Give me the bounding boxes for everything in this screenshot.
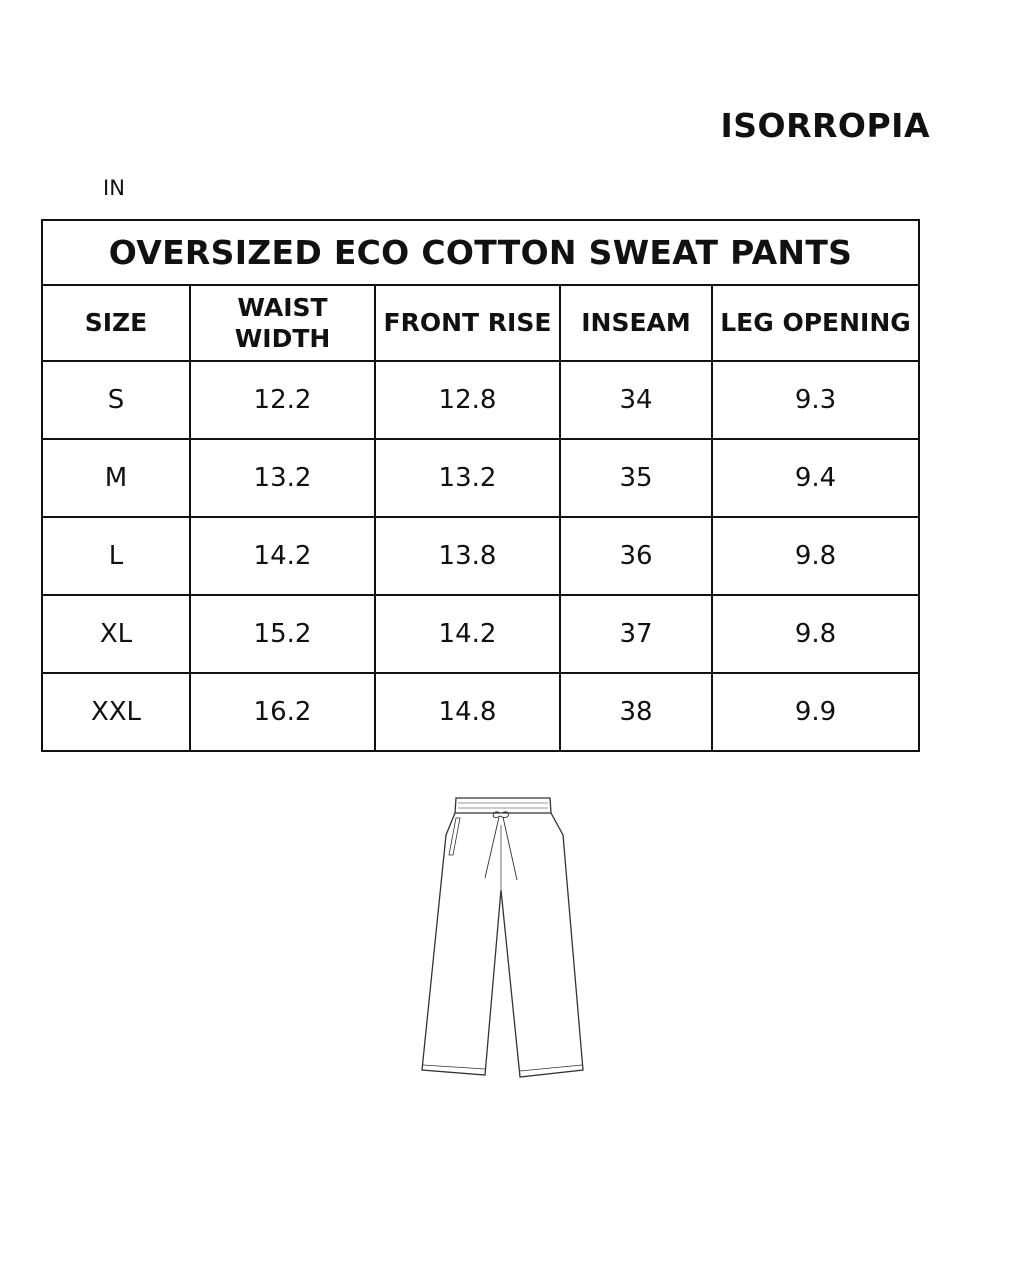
cell-inseam: 37 — [561, 596, 713, 672]
brand-name: ISORROPIA — [720, 106, 930, 145]
size-chart-table: OVERSIZED ECO COTTON SWEAT PANTS SIZE WA… — [41, 219, 920, 752]
cell-inseam: 38 — [561, 674, 713, 750]
cell-waist-width: 13.2 — [191, 440, 376, 516]
cell-front-rise: 13.8 — [376, 518, 561, 594]
cell-inseam: 35 — [561, 440, 713, 516]
cell-inseam: 36 — [561, 518, 713, 594]
cell-leg-opening: 9.3 — [794, 385, 837, 415]
header-waist-width: WAIST WIDTH — [191, 286, 376, 360]
table-row: XXL 16.2 14.8 38 9.9 — [43, 674, 918, 750]
cell-front-rise: 12.8 — [376, 362, 561, 438]
header-inseam: INSEAM — [561, 286, 713, 360]
cell-front-rise: 14.8 — [376, 674, 561, 750]
cell-leg-opening: 9.4 — [794, 463, 837, 493]
header-front-rise: FRONT RISE — [376, 286, 561, 360]
cell-leg-opening: 9.9 — [794, 697, 837, 727]
cell-front-rise: 13.2 — [376, 440, 561, 516]
table-row: M 13.2 13.2 35 9.4 — [43, 440, 918, 518]
cell-size: L — [43, 518, 191, 594]
table-title: OVERSIZED ECO COTTON SWEAT PANTS — [43, 221, 918, 286]
cell-size: XXL — [43, 674, 191, 750]
cell-leg-opening: 9.8 — [794, 619, 837, 649]
cell-waist-width: 16.2 — [191, 674, 376, 750]
cell-waist-width: 15.2 — [191, 596, 376, 672]
sweatpants-illustration — [421, 797, 584, 1078]
header-leg-opening: LEG OPENING — [720, 308, 911, 338]
table-row: S 12.2 12.8 34 9.3 — [43, 362, 918, 440]
table-row: XL 15.2 14.2 37 9.8 — [43, 596, 918, 674]
cell-waist-width: 12.2 — [191, 362, 376, 438]
cell-size: S — [43, 362, 191, 438]
cell-inseam: 34 — [561, 362, 713, 438]
unit-label: IN — [103, 176, 125, 200]
cell-waist-width: 14.2 — [191, 518, 376, 594]
cell-size: M — [43, 440, 191, 516]
cell-front-rise: 14.2 — [376, 596, 561, 672]
header-row: SIZE WAIST WIDTH FRONT RISE INSEAM LEG O… — [43, 286, 918, 362]
cell-leg-opening: 9.8 — [794, 541, 837, 571]
cell-size: XL — [43, 596, 191, 672]
header-size: SIZE — [43, 286, 191, 360]
table-row: L 14.2 13.8 36 9.8 — [43, 518, 918, 596]
